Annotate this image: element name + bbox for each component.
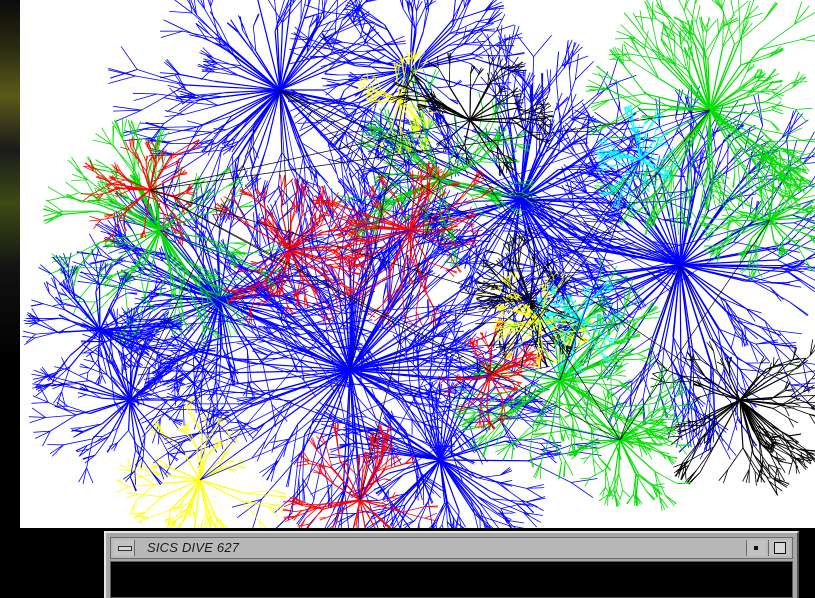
window-title: SICS DIVE 627 (147, 540, 240, 555)
window-content-area[interactable] (110, 561, 793, 598)
window-menu-icon (118, 546, 132, 551)
network-graph (22, 0, 815, 528)
window-title-bar[interactable]: SICS DIVE 627 (110, 537, 793, 559)
network-graph-canvas[interactable] (20, 0, 815, 528)
maximize-icon (774, 542, 786, 554)
minimize-icon (754, 546, 758, 550)
minimize-button[interactable] (746, 540, 766, 556)
window-menu-button[interactable] (113, 540, 135, 556)
dive-window[interactable]: SICS DIVE 627 (104, 531, 799, 598)
maximize-button[interactable] (768, 540, 790, 556)
